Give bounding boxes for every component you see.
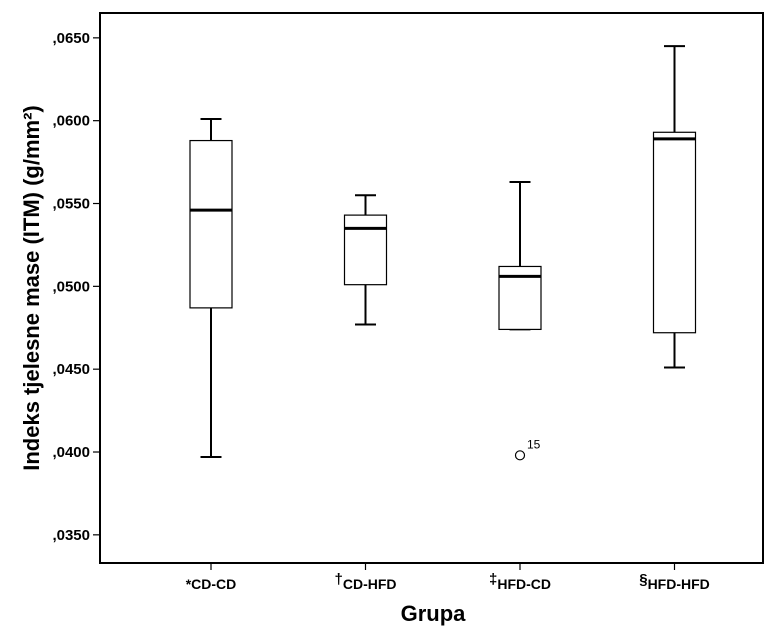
iqr-box bbox=[189, 139, 233, 309]
y-tick-label: ,0650 bbox=[52, 30, 90, 47]
x-tick-symbol: † bbox=[335, 571, 343, 588]
box-group bbox=[652, 45, 697, 369]
x-axis-ticks: *CD-CD †CD-HFD ‡HFD-CD §HFD-HFD bbox=[186, 563, 710, 592]
y-tick-label: ,0400 bbox=[52, 444, 90, 461]
y-tick-label: ,0550 bbox=[52, 196, 90, 213]
x-tick-text: CD-HFD bbox=[343, 576, 397, 592]
y-axis-title: Indeks tjelesne mase (ITM) (g/mm²) bbox=[19, 105, 44, 471]
box-group bbox=[343, 194, 388, 326]
box-group bbox=[189, 118, 233, 458]
iqr-box bbox=[652, 131, 697, 334]
x-axis-title: Grupa bbox=[401, 601, 467, 626]
x-tick-label: ‡HFD-CD bbox=[489, 571, 551, 592]
box-group: 15 bbox=[498, 180, 542, 461]
iqr-box bbox=[343, 214, 388, 286]
x-tick-text: CD-CD bbox=[191, 576, 236, 592]
x-tick-symbol: * bbox=[186, 576, 192, 592]
x-tick-symbol: § bbox=[639, 571, 647, 588]
x-tick-label: §HFD-HFD bbox=[639, 571, 710, 592]
x-tick-label: *CD-CD bbox=[186, 576, 237, 592]
x-tick-text: HFD-HFD bbox=[648, 576, 710, 592]
y-tick-label: ,0600 bbox=[52, 113, 90, 130]
outlier-point bbox=[514, 450, 526, 461]
x-tick-text: HFD-CD bbox=[497, 576, 551, 592]
y-tick-label: ,0350 bbox=[52, 527, 90, 544]
outlier-label: 15 bbox=[527, 437, 541, 451]
x-tick-label: †CD-HFD bbox=[335, 571, 397, 592]
y-tick-label: ,0450 bbox=[52, 361, 90, 378]
y-tick-label: ,0500 bbox=[52, 278, 90, 295]
box-plot-groups: 15 bbox=[189, 45, 697, 461]
x-tick-symbol: ‡ bbox=[489, 571, 497, 588]
y-axis-ticks: ,0350 ,0400 ,0450 ,0500 ,0550 ,0600 ,0650 bbox=[52, 30, 100, 544]
plot-frame bbox=[99, 12, 764, 564]
